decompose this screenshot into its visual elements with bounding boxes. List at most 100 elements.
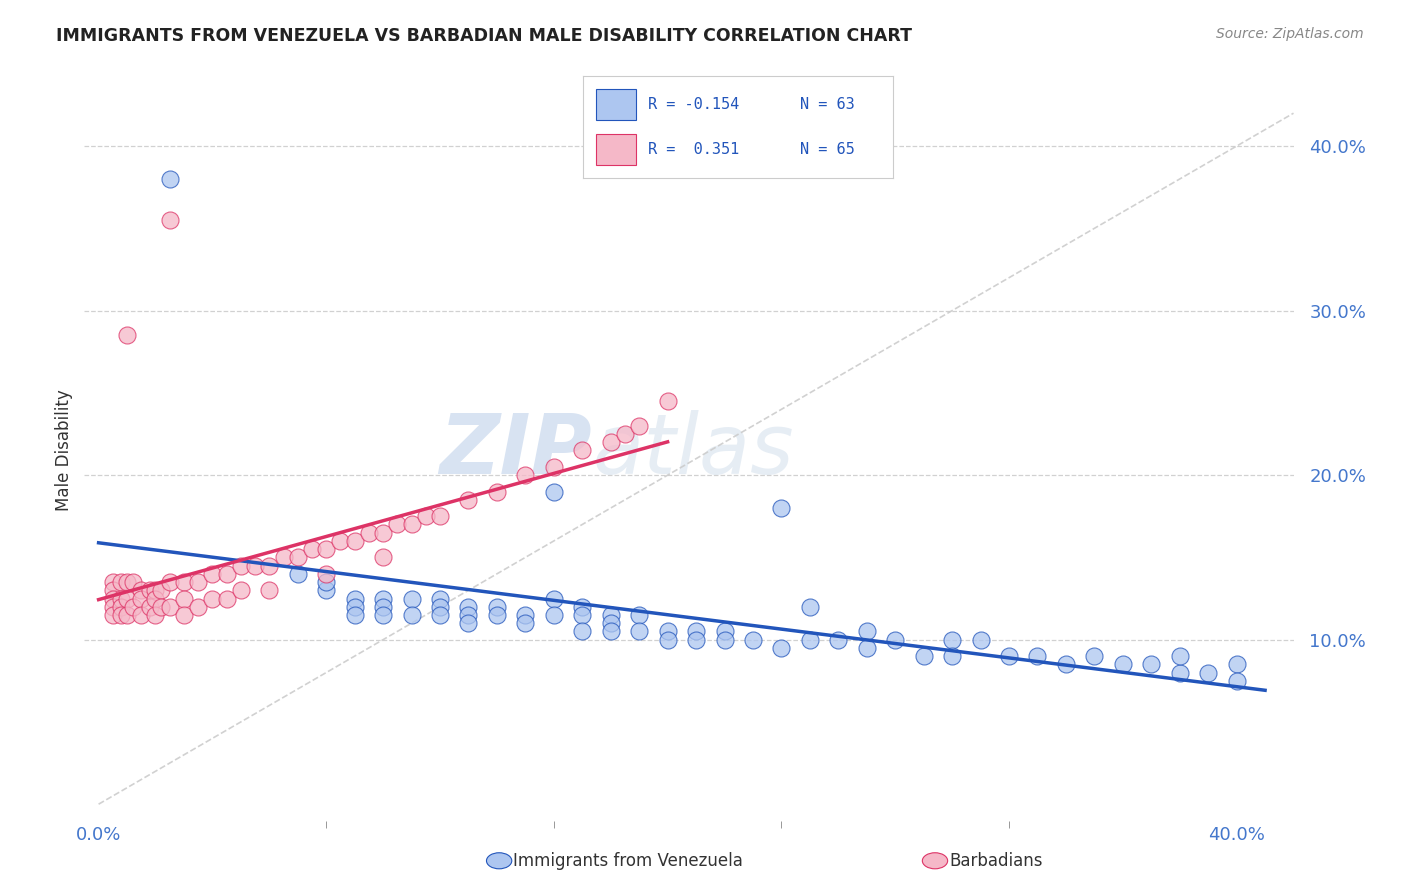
Point bbox=[599, 624, 621, 639]
Point bbox=[139, 583, 162, 598]
Point bbox=[941, 632, 963, 647]
Point bbox=[215, 566, 238, 581]
Point bbox=[357, 525, 380, 540]
Point bbox=[599, 607, 621, 622]
Point bbox=[571, 624, 593, 639]
Point bbox=[1168, 665, 1191, 680]
Text: IMMIGRANTS FROM VENEZUELA VS BARBADIAN MALE DISABILITY CORRELATION CHART: IMMIGRANTS FROM VENEZUELA VS BARBADIAN M… bbox=[56, 27, 912, 45]
Point bbox=[657, 394, 679, 409]
Point bbox=[855, 640, 877, 655]
Point bbox=[121, 575, 143, 590]
Point bbox=[742, 632, 765, 647]
Point bbox=[571, 607, 593, 622]
Point bbox=[371, 550, 394, 565]
Point bbox=[343, 607, 366, 622]
Point bbox=[243, 558, 266, 573]
Point bbox=[101, 607, 124, 622]
Point bbox=[415, 509, 437, 524]
Point bbox=[485, 607, 508, 622]
Point bbox=[229, 583, 252, 598]
Point bbox=[429, 591, 451, 606]
Point bbox=[387, 517, 409, 532]
Point bbox=[599, 616, 621, 631]
Point bbox=[110, 575, 132, 590]
Point bbox=[371, 525, 394, 540]
Point bbox=[1168, 649, 1191, 664]
Point bbox=[145, 583, 167, 598]
Point bbox=[799, 599, 821, 614]
Point bbox=[543, 459, 565, 474]
Point bbox=[110, 591, 132, 606]
Point bbox=[401, 591, 423, 606]
Point bbox=[1054, 657, 1077, 672]
Point bbox=[628, 418, 651, 433]
Point bbox=[429, 509, 451, 524]
Point bbox=[685, 624, 707, 639]
Point bbox=[287, 550, 309, 565]
Point bbox=[115, 328, 138, 343]
Point bbox=[855, 624, 877, 639]
Point bbox=[1026, 649, 1049, 664]
Point bbox=[1140, 657, 1163, 672]
Point bbox=[770, 501, 793, 516]
Point bbox=[457, 492, 479, 507]
Text: atlas: atlas bbox=[592, 410, 794, 491]
Point bbox=[343, 591, 366, 606]
Point bbox=[1112, 657, 1135, 672]
Point bbox=[571, 599, 593, 614]
Point bbox=[657, 632, 679, 647]
Point bbox=[827, 632, 849, 647]
Point bbox=[941, 649, 963, 664]
Point bbox=[613, 427, 636, 442]
Point bbox=[173, 591, 195, 606]
Point bbox=[515, 616, 537, 631]
Point bbox=[101, 575, 124, 590]
Point bbox=[685, 632, 707, 647]
Point bbox=[315, 583, 337, 598]
Point bbox=[150, 599, 173, 614]
Y-axis label: Male Disability: Male Disability bbox=[55, 390, 73, 511]
Point bbox=[770, 640, 793, 655]
Point bbox=[401, 607, 423, 622]
Point bbox=[371, 591, 394, 606]
Point bbox=[110, 607, 132, 622]
Point bbox=[969, 632, 991, 647]
Point bbox=[159, 599, 181, 614]
Point bbox=[259, 583, 281, 598]
Point bbox=[599, 435, 621, 450]
Point bbox=[187, 575, 209, 590]
Point bbox=[515, 468, 537, 483]
Point bbox=[884, 632, 907, 647]
Point bbox=[159, 575, 181, 590]
Text: ZIP: ZIP bbox=[440, 410, 592, 491]
Point bbox=[215, 591, 238, 606]
Point bbox=[315, 575, 337, 590]
Point bbox=[129, 591, 152, 606]
Point bbox=[159, 172, 181, 186]
Point bbox=[571, 443, 593, 458]
Point bbox=[799, 632, 821, 647]
Point bbox=[187, 599, 209, 614]
Point bbox=[1197, 665, 1219, 680]
Point bbox=[145, 607, 167, 622]
Point bbox=[371, 607, 394, 622]
Point bbox=[713, 632, 735, 647]
Point bbox=[259, 558, 281, 573]
Text: R =  0.351: R = 0.351 bbox=[648, 142, 740, 157]
Point bbox=[115, 591, 138, 606]
Point bbox=[159, 213, 181, 227]
Point bbox=[657, 624, 679, 639]
Point bbox=[457, 616, 479, 631]
Point bbox=[110, 599, 132, 614]
Point bbox=[115, 575, 138, 590]
Point bbox=[329, 533, 352, 548]
Point bbox=[115, 607, 138, 622]
Point bbox=[343, 599, 366, 614]
Point bbox=[713, 624, 735, 639]
Point bbox=[301, 542, 323, 557]
Point bbox=[343, 533, 366, 548]
Point bbox=[457, 607, 479, 622]
Point bbox=[150, 583, 173, 598]
Point bbox=[485, 484, 508, 499]
Point bbox=[201, 591, 224, 606]
